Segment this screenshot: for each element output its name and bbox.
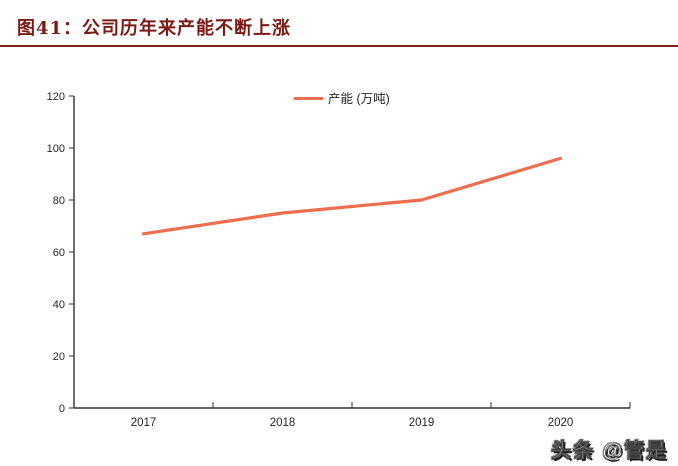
y-tick-label: 60: [53, 247, 65, 259]
y-tick-label: 0: [59, 403, 65, 415]
legend-label: 产能 (万吨): [328, 92, 390, 106]
y-tick-label: 120: [47, 91, 65, 103]
x-tick-label: 2017: [131, 417, 157, 429]
y-tick-label: 80: [53, 195, 65, 207]
y-tick-label: 100: [47, 143, 65, 155]
watermark-badge: 头条 @管是: [550, 440, 668, 463]
x-tick-label: 2019: [409, 417, 435, 429]
figure-title: 图41：公司历年来产能不断上涨: [17, 18, 292, 39]
x-tick-label: 2018: [270, 417, 296, 429]
x-tick-label: 2020: [548, 417, 574, 429]
y-tick-label: 40: [53, 299, 65, 311]
y-tick-label: 20: [53, 351, 65, 363]
title-rule: [0, 45, 678, 47]
capacity-series-line: [141, 156, 563, 236]
